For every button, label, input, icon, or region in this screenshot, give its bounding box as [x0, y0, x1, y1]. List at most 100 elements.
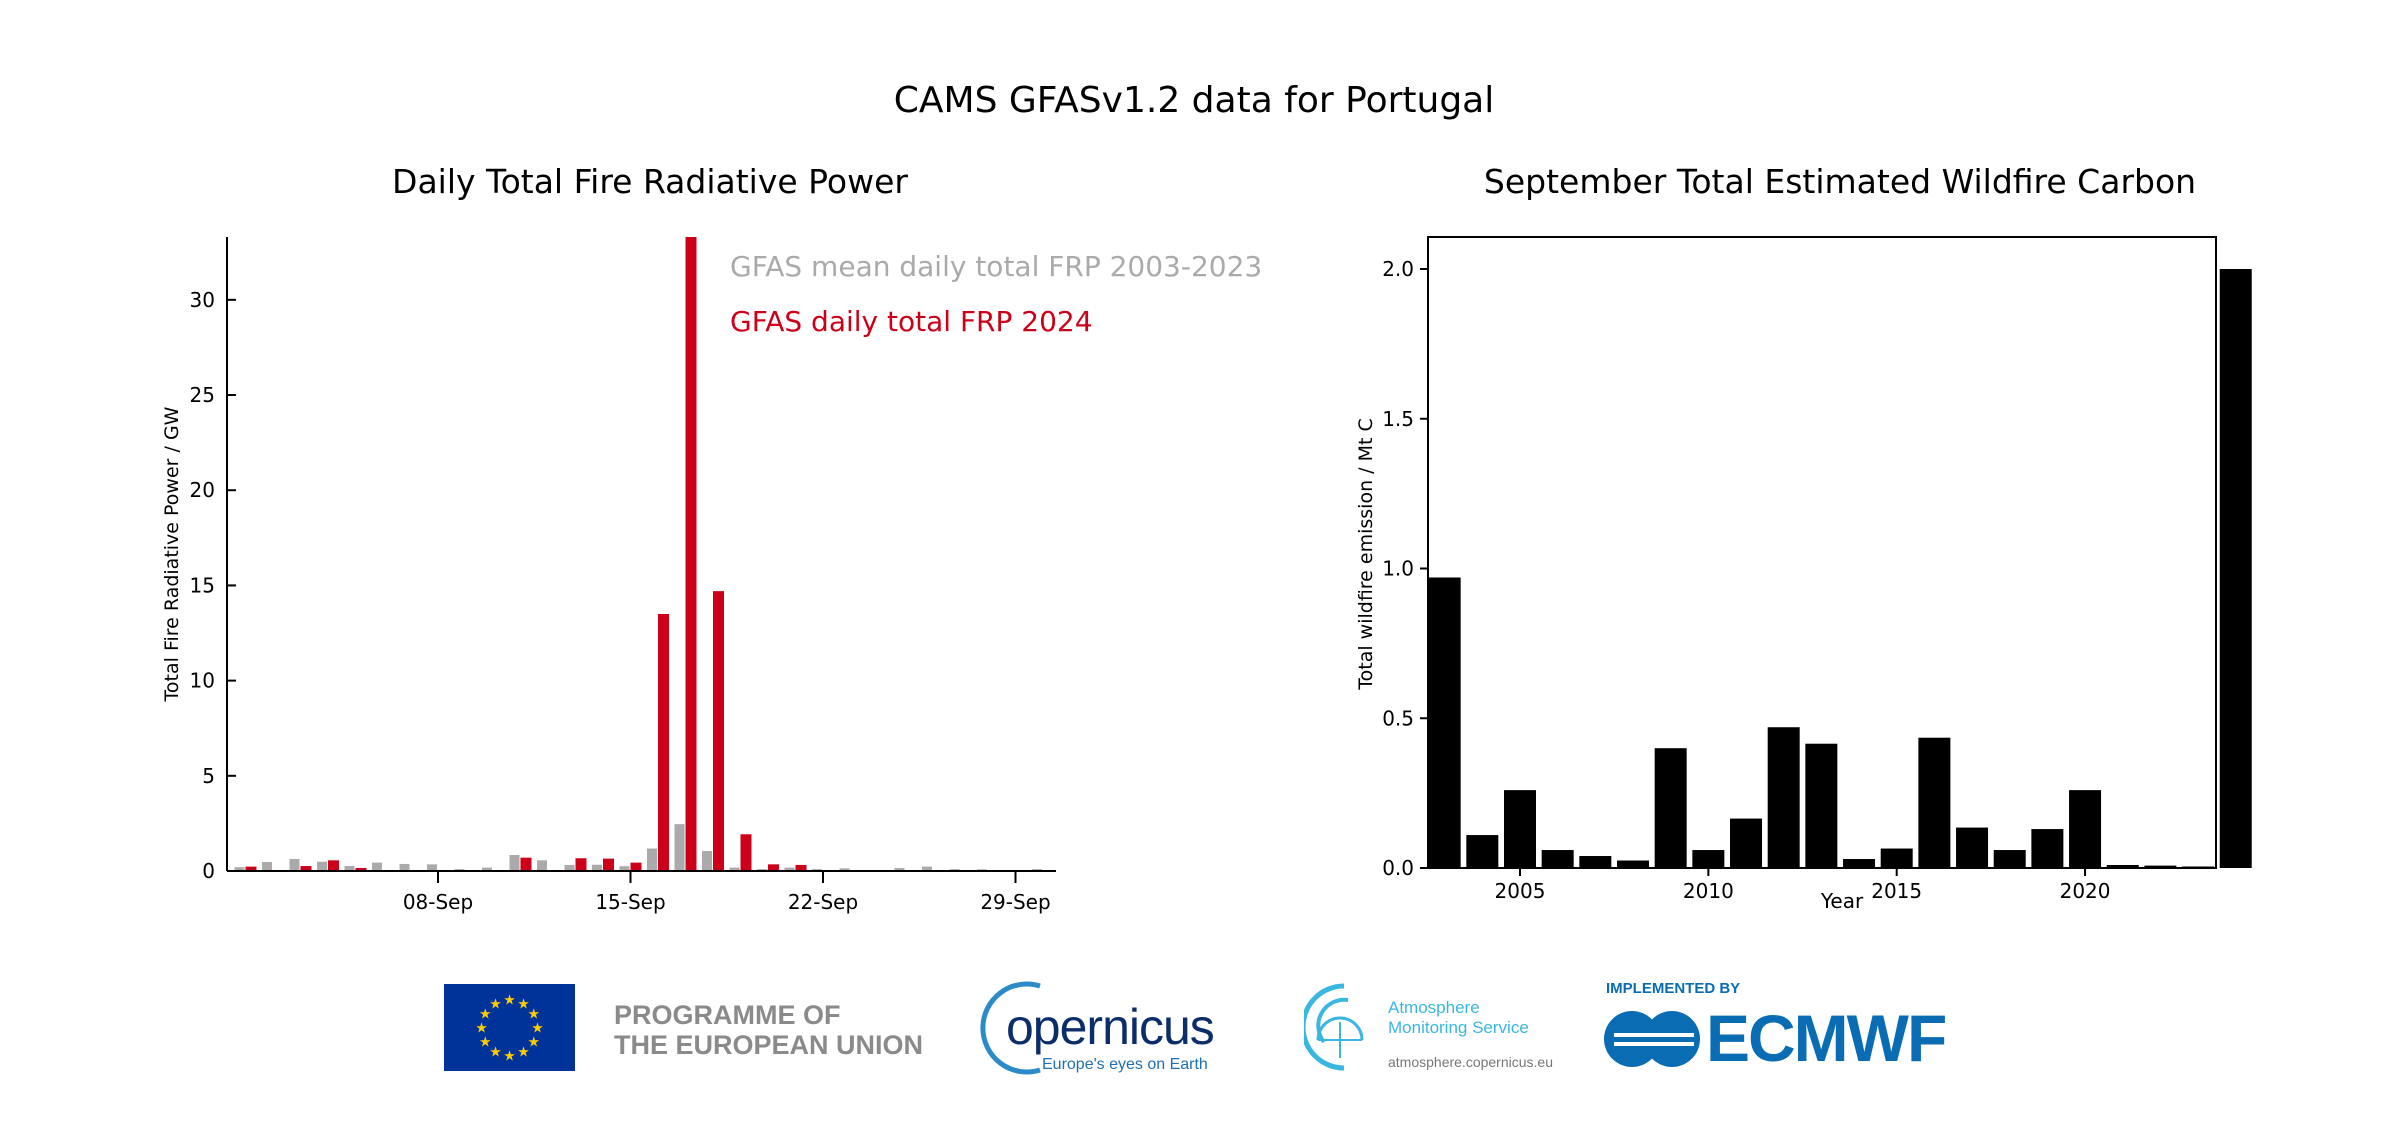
carbon-bar	[2069, 790, 2102, 868]
x-tick-label: 29-Sep	[980, 890, 1050, 914]
frp-2024-bar	[575, 858, 587, 871]
carbon-bar	[2031, 829, 2064, 868]
eu-stars-icon: ★ ★★★★★★★★★★★	[475, 993, 544, 1065]
star-icon: ★	[531, 1021, 544, 1037]
x-tick-label: 2015	[1871, 879, 1922, 903]
frp-2024-bar	[685, 237, 697, 871]
y-tick-label: 1.0	[1382, 557, 1414, 581]
right-chart-title: September Total Estimated Wildfire Carbo…	[1483, 162, 2197, 201]
carbon-bar	[1880, 848, 1913, 868]
copernicus-word: opernicus	[1006, 999, 1215, 1055]
implemented-by-text: IMPLEMENTED BY	[1606, 980, 1741, 997]
y-tick-label: 5	[202, 764, 215, 788]
carbon-bar	[1504, 790, 1536, 868]
star-icon: ★	[503, 1049, 516, 1065]
frp-2024-bar	[328, 860, 339, 871]
legend-entry: GFAS daily total FRP 2024	[730, 305, 1093, 338]
carbon-bar	[1767, 727, 1800, 868]
carbon-bar	[1579, 856, 1612, 868]
mean-frp-bar	[509, 855, 520, 871]
mean-frp-bar	[234, 867, 245, 871]
frp-2024-bar	[520, 857, 532, 871]
frp-2024-bar	[355, 867, 367, 871]
star-icon: ★	[527, 1035, 540, 1051]
frp-2024-bar	[795, 864, 807, 871]
y-tick-label: 0.5	[1382, 706, 1414, 730]
carbon-bar	[2144, 865, 2177, 868]
x-axis-label: Year	[1820, 889, 1864, 913]
mean-frp-bar	[922, 866, 932, 871]
y-tick-label: 15	[190, 573, 215, 597]
carbon-bar	[1541, 850, 1574, 868]
y-tick-label: 10	[190, 669, 215, 693]
mean-frp-bar	[344, 866, 355, 871]
copernicus-tagline: Europe's eyes on Earth	[1042, 1056, 1208, 1073]
eu-programme-text: PROGRAMME OF THE EUROPEAN UNION	[614, 1000, 923, 1060]
mean-frp-bar	[647, 848, 657, 871]
mean-frp-bar	[784, 867, 795, 871]
y-axis-label: Total Fire Radiative Power / GW	[161, 406, 183, 702]
ecmwf-symbol-icon	[1604, 1011, 1700, 1067]
copernicus-logo: opernicus Europe's eyes on Earth	[980, 980, 1240, 1075]
x-tick-label: 2010	[1683, 879, 1734, 903]
carbon-bar	[1730, 818, 1763, 868]
y-tick-label: 25	[190, 383, 215, 407]
y-tick-label: 30	[190, 288, 215, 312]
plot-frame	[1427, 236, 2217, 869]
mean-frp-bar	[839, 868, 850, 871]
mean-frp-bar	[894, 867, 905, 871]
x-tick-label: 2020	[2060, 879, 2111, 903]
mean-frp-bar	[427, 864, 437, 871]
carbon-bar	[1805, 743, 1838, 868]
mean-frp-bar	[482, 867, 492, 871]
frp-2024-bar	[245, 866, 257, 871]
x-tick-label: 22-Sep	[788, 890, 858, 914]
page-title: CAMS GFASv1.2 data for Portugal	[893, 80, 1495, 121]
charts-svg: 0 5 10 15 20 25 30 08-Sep 15-Sep 22-Sep 29-Sep Tota…	[161, 236, 2252, 914]
cams-line2: Monitoring Service	[1388, 1018, 1529, 1037]
y-tick-label: 0.0	[1382, 856, 1414, 880]
x-tick-label: 2005	[1495, 879, 1546, 903]
cams-line1: Atmosphere	[1388, 998, 1480, 1017]
star-icon: ★	[489, 996, 502, 1012]
mean-frp-bar	[262, 862, 272, 871]
carbon-bar	[1428, 577, 1461, 868]
left-chart-title: Daily Total Fire Radiative Power	[392, 162, 908, 201]
mean-frp-bar	[729, 867, 740, 871]
copernicus-arc-icon	[980, 981, 1041, 1075]
carbon-bar	[1843, 859, 1876, 868]
mean-frp-bar	[674, 824, 685, 871]
carbon-bar	[1654, 748, 1687, 868]
frp-2024-bar	[630, 862, 642, 871]
x-tick-label: 15-Sep	[595, 890, 665, 914]
carbon-bar	[2106, 865, 2139, 868]
cams-globe-icon	[1304, 983, 1364, 1071]
carbon-bar	[1466, 835, 1499, 868]
legend-entry: GFAS mean daily total FRP 2003-2023	[730, 250, 1262, 283]
star-icon: ★	[517, 996, 530, 1012]
mean-frp-bar	[592, 864, 602, 871]
star-icon: ★	[517, 1045, 530, 1061]
star-icon: ★	[489, 1045, 502, 1061]
star-icon: ★	[475, 1021, 488, 1037]
mean-frp-bar	[564, 864, 575, 871]
frp-2024-bar	[740, 834, 752, 871]
y-tick-label: 2.0	[1382, 257, 1414, 281]
mean-frp-bar	[289, 859, 300, 871]
frp-2024-bar	[768, 864, 779, 871]
y-tick-label: 0	[202, 859, 215, 883]
star-icon: ★	[479, 1007, 492, 1023]
carbon-bar	[1993, 850, 2026, 868]
mean-frp-bar	[702, 851, 712, 871]
ecmwf-text: ECMWF	[1706, 1001, 1947, 1075]
ecmwf-logo: IMPLEMENTED BY ECMWF	[1604, 980, 1964, 1075]
y-tick-label: 1.5	[1382, 407, 1414, 431]
mean-frp-bar	[317, 861, 327, 871]
eu-text-line1: PROGRAMME OF	[614, 1000, 841, 1030]
eu-flag-logo: ★ ★ ★ ★ ★ ★ ★ ★ ★ ★ ★ ★	[444, 984, 575, 1071]
cams-url: atmosphere.copernicus.eu	[1388, 1054, 1553, 1070]
carbon-bar	[1692, 850, 1725, 868]
star-icon: ★	[479, 1035, 492, 1051]
mean-frp-bar	[537, 860, 547, 871]
frp-chart: 0 5 10 15 20 25 30 08-Sep 15-Sep 22-Sep 29-Sep Tota…	[161, 237, 1262, 914]
